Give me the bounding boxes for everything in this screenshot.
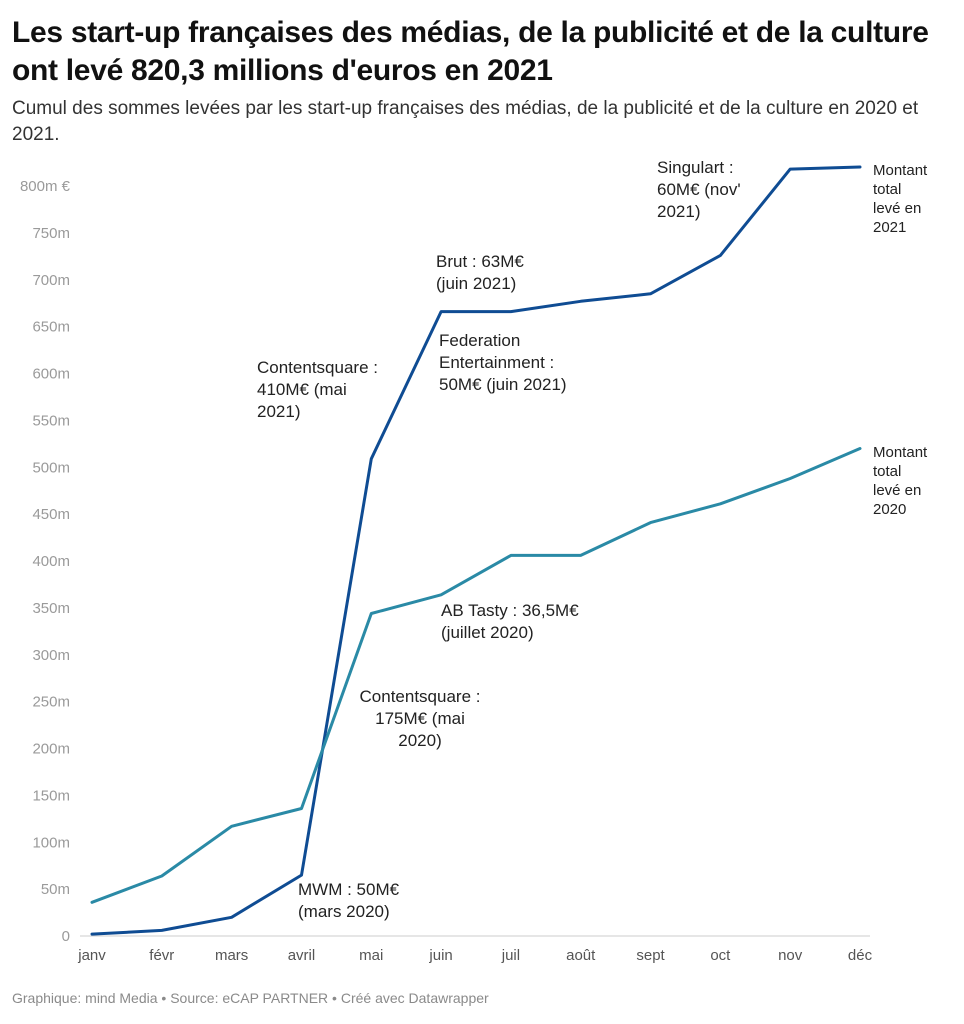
y-tick-label: 250m [32,694,70,711]
y-tick-label: 100m [32,834,70,851]
footer-credits: Graphique: mind Media • Source: eCAP PAR… [12,990,489,1006]
x-tick-label: juin [428,947,452,964]
x-tick-label: avril [288,947,316,964]
end-label-2021: Montant total levé en 2021 [873,162,928,236]
annotation: Brut : 63M€ (juin 2021) [436,252,524,293]
y-tick-label: 0 [62,928,70,945]
y-tick-label: 50m [41,881,70,898]
x-tick-label: déc [848,947,873,964]
y-tick-label: 600m [32,366,70,383]
annotations: Singulart :60M€ (nov' 2021) Brut : 63M€ (ju… [257,158,741,921]
x-tick-label: févr [149,947,174,964]
x-tick-label: sept [636,947,665,964]
annotation: Federation Entertainment :50M€ (juin 2021… [439,331,567,394]
y-tick-label: 800m € [20,178,71,195]
annotation: Contentsquare :410M€ (mai 2021) [257,358,378,421]
end-label-2020: Montant total levé en 2020 [873,444,928,518]
x-tick-label: mars [215,947,248,964]
y-tick-label: 200m [32,741,70,758]
annotation: Singulart :60M€ (nov' 2021) [657,158,741,221]
x-tick-label: nov [778,947,803,964]
y-tick-label: 750m [32,225,70,242]
x-tick-label: janv [77,947,106,964]
annotation: MWM : 50M€ (mars 2020) [298,880,400,921]
x-tick-label: août [566,947,596,964]
end-labels: Montant total levé en 2021 Montant total levé … [873,162,928,518]
y-tick-label: 150m [32,787,70,804]
series-lines [90,165,862,936]
y-tick-label: 650m [32,319,70,336]
y-tick-label: 550m [32,412,70,429]
y-tick-label: 400m [32,553,70,570]
chart-title: Les start-up françaises des médias, de l… [12,16,929,87]
x-tick-label: juil [501,947,520,964]
annotation: Contentsquare :175M€ (mai 2020) [360,687,481,750]
y-tick-label: 700m [32,272,70,289]
y-tick-label: 500m [32,459,70,476]
x-axis: janv févr mars avril mai juin juil août sept oct n… [77,947,872,964]
x-tick-label: oct [710,947,731,964]
y-tick-label: 350m [32,600,70,617]
annotation: AB Tasty : 36,5M€ (juillet 2020) [441,601,579,642]
series-line-2020 [90,447,862,904]
x-tick-label: mai [359,947,383,964]
y-tick-label: 300m [32,647,70,664]
y-tick-label: 450m [32,506,70,523]
chart-subtitle: Cumul des sommes levées par les start-up… [12,98,919,145]
series-line-2021 [90,165,862,936]
y-axis: 0 50m 100m 150m 200m 250m 300m 350m 400m 450m 500m… [20,178,71,945]
